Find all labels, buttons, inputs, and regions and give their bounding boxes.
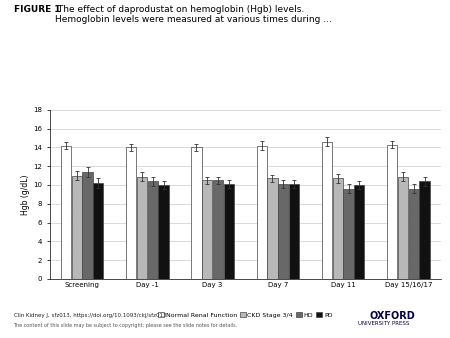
Text: FIGURE 1: FIGURE 1 bbox=[14, 5, 60, 14]
Bar bbox=[191, 147, 202, 279]
Bar bbox=[267, 178, 278, 279]
Bar bbox=[72, 175, 82, 279]
Bar bbox=[82, 172, 93, 279]
Bar bbox=[213, 180, 223, 279]
Bar bbox=[126, 147, 136, 279]
Bar bbox=[354, 185, 365, 279]
Bar bbox=[289, 184, 299, 279]
Bar bbox=[137, 176, 147, 279]
Bar bbox=[148, 181, 158, 279]
Y-axis label: Hgb (g/dL): Hgb (g/dL) bbox=[21, 174, 30, 215]
Bar bbox=[398, 176, 408, 279]
Bar bbox=[202, 180, 212, 279]
Bar bbox=[256, 146, 267, 279]
Text: OXFORD: OXFORD bbox=[369, 311, 415, 321]
Bar bbox=[333, 178, 343, 279]
Bar bbox=[387, 145, 397, 279]
Text: The content of this slide may be subject to copyright: please see the slide note: The content of this slide may be subject… bbox=[14, 323, 238, 328]
Text: The effect of daprodustat on hemoglobin (Hgb) levels.
Hemoglobin levels were mea: The effect of daprodustat on hemoglobin … bbox=[55, 5, 332, 24]
Bar bbox=[224, 184, 234, 279]
Text: UNIVERSITY PRESS: UNIVERSITY PRESS bbox=[358, 321, 409, 326]
Text: Clin Kidney J, sfz013, https://doi.org/10.1093/ckj/sfz013: Clin Kidney J, sfz013, https://doi.org/1… bbox=[14, 313, 166, 318]
Bar bbox=[278, 184, 288, 279]
Bar bbox=[322, 142, 332, 279]
Bar bbox=[61, 146, 71, 279]
Legend: Normal Renal Function, CKD Stage 3/4, HD, PD: Normal Renal Function, CKD Stage 3/4, HD… bbox=[158, 312, 333, 318]
Bar bbox=[419, 181, 430, 279]
Bar bbox=[409, 189, 419, 279]
Bar bbox=[158, 185, 169, 279]
Bar bbox=[93, 183, 104, 279]
Bar bbox=[343, 189, 354, 279]
